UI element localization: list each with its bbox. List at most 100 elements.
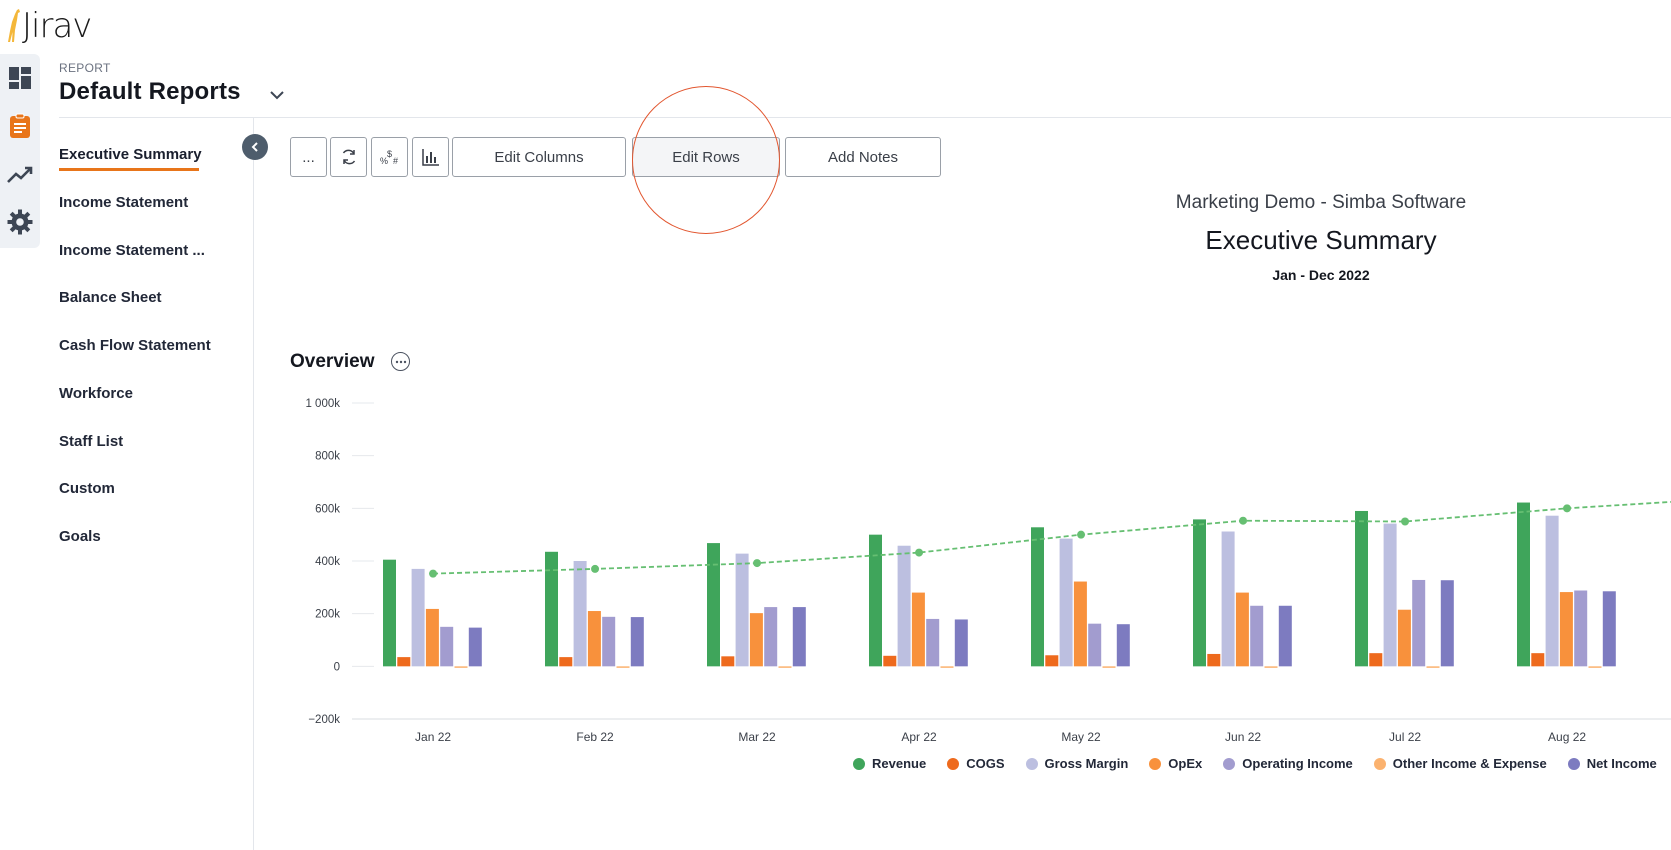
bar-revenue — [1031, 527, 1044, 667]
bar-revenue — [707, 543, 720, 667]
company-name: Marketing Demo - Simba Software — [1175, 192, 1467, 213]
sidebar-item-label: Workforce — [59, 385, 133, 402]
refresh-icon — [342, 149, 355, 165]
report-period: Jan - Dec 2022 — [1272, 267, 1370, 283]
active-underline — [59, 168, 199, 171]
dashboard-icon[interactable] — [4, 62, 36, 94]
ellipsis-icon — [395, 360, 406, 363]
sidebar-item-executive-summary[interactable]: Executive Summary — [59, 146, 202, 171]
svg-text:$: $ — [387, 149, 392, 159]
svg-text:%: % — [380, 156, 388, 166]
sidebar-item-workforce[interactable]: Workforce — [59, 385, 133, 402]
bar-net-income — [630, 617, 644, 667]
chevron-down-icon[interactable] — [266, 86, 288, 104]
sidebar-item-income-statement-2[interactable]: Income Statement ... — [59, 242, 205, 259]
sidebar-item-cash-flow-statement[interactable]: Cash Flow Statement — [59, 337, 211, 354]
legend-item-opex[interactable]: OpEx — [1149, 756, 1202, 771]
add-notes-button[interactable]: Add Notes — [785, 137, 941, 177]
trend-point — [915, 548, 924, 557]
legend-item-cogs[interactable]: COGS — [947, 756, 1005, 771]
x-tick-label: Jun 22 — [1225, 730, 1261, 744]
icon-rail — [0, 54, 40, 248]
bar-operating-income — [440, 626, 454, 667]
x-tick-label: Mar 22 — [738, 730, 776, 744]
bar-other-income-expense — [1264, 666, 1278, 668]
bar-cogs — [397, 657, 411, 667]
legend-item-operating-income[interactable]: Operating Income — [1223, 756, 1353, 771]
edit-rows-button[interactable]: Edit Rows — [632, 137, 780, 177]
x-tick-label: Feb 22 — [576, 730, 614, 744]
sidebar-item-custom[interactable]: Custom — [59, 480, 115, 497]
collapse-sidebar-button[interactable] — [242, 134, 268, 160]
legend-dot — [1025, 757, 1038, 770]
bar-revenue — [383, 559, 396, 667]
x-tick-label: Aug 22 — [1548, 730, 1586, 744]
edit-columns-button[interactable]: Edit Columns — [452, 137, 626, 177]
bar-cogs — [1045, 655, 1059, 667]
bar-other-income-expense — [1426, 666, 1440, 668]
more-options-button[interactable]: ... — [290, 137, 327, 177]
gear-icon[interactable] — [4, 206, 36, 238]
bar-opex — [749, 613, 763, 667]
bar-opex — [425, 608, 439, 667]
sidebar-divider — [253, 118, 254, 850]
header-divider — [59, 117, 1671, 118]
bar-opex — [587, 611, 601, 667]
overview-title: Overview — [290, 351, 375, 372]
bar-gross-margin — [1545, 515, 1559, 667]
bar-other-income-expense — [1102, 666, 1116, 668]
y-tick-label: 800k — [315, 451, 340, 463]
chart-toggle-button[interactable] — [412, 137, 449, 177]
number-format-button[interactable]: % $ # — [371, 137, 408, 177]
trend-point — [1401, 517, 1410, 526]
bar-net-income — [1602, 591, 1616, 667]
bar-cogs — [1369, 653, 1383, 667]
sidebar-item-goals[interactable]: Goals — [59, 528, 101, 545]
bar-net-income — [792, 607, 806, 667]
sidebar-item-label: Goals — [59, 528, 101, 545]
legend-dot — [1567, 757, 1580, 770]
bar-other-income-expense — [778, 666, 792, 668]
legend-item-gross-margin[interactable]: Gross Margin — [1025, 756, 1128, 771]
bar-opex — [911, 592, 925, 667]
y-tick-label: 200k — [315, 609, 340, 621]
bar-revenue — [1517, 502, 1530, 667]
report-clipboard-icon[interactable] — [4, 110, 36, 142]
legend-item-net-income[interactable]: Net Income — [1567, 756, 1657, 771]
legend-dot — [947, 757, 960, 770]
legend-dot — [1149, 757, 1162, 770]
sidebar-item-label: Custom — [59, 480, 115, 497]
bar-operating-income — [764, 607, 778, 667]
legend-item-other-income-expense[interactable]: Other Income & Expense — [1373, 756, 1547, 771]
sidebar-item-staff-list[interactable]: Staff List — [59, 433, 123, 450]
bar-opex — [1559, 592, 1573, 667]
sidebar-item-income-statement[interactable]: Income Statement — [59, 194, 188, 211]
bar-gross-margin — [1059, 538, 1073, 667]
y-tick-label: 600k — [315, 503, 340, 515]
bar-cogs — [559, 657, 573, 667]
legend-item-revenue[interactable]: Revenue — [853, 756, 926, 771]
svg-text:#: # — [393, 156, 398, 166]
bar-gross-margin — [897, 545, 911, 667]
page-title[interactable]: Default Reports — [59, 78, 241, 105]
x-tick-label: Apr 22 — [901, 730, 937, 744]
legend-label: OpEx — [1168, 756, 1203, 771]
trend-icon[interactable] — [4, 158, 36, 190]
trend-line — [433, 501, 1671, 575]
trend-point — [429, 569, 438, 578]
bar-net-income — [468, 627, 482, 667]
y-tick-label: 1 000k — [305, 398, 340, 410]
jirav-logo[interactable]: Jirav — [6, 6, 92, 46]
sidebar-item-balance-sheet[interactable]: Balance Sheet — [59, 289, 162, 306]
sidebar-item-label: Income Statement — [59, 194, 189, 211]
bar-operating-income — [1250, 605, 1264, 667]
legend-dot — [1373, 757, 1386, 770]
legend-label: Net Income — [1586, 756, 1657, 771]
bar-operating-income — [926, 618, 940, 667]
bar-operating-income — [1088, 623, 1102, 667]
bar-other-income-expense — [616, 666, 630, 668]
refresh-button[interactable] — [330, 137, 367, 177]
bar-net-income — [1278, 605, 1292, 667]
overview-options-button[interactable] — [391, 352, 410, 371]
bar-operating-income — [1412, 579, 1426, 667]
